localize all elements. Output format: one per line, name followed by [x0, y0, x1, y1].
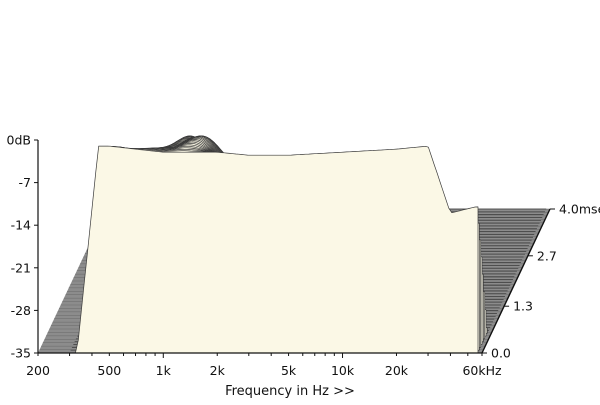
z-tick-label: 0.0: [491, 346, 511, 361]
x-axis-ticks: 200 500 1k 2k 5k 10k 20k 60kHz: [26, 353, 502, 378]
y-tick-label: 0dB: [7, 133, 31, 148]
z-tick-label: 2.7: [537, 248, 557, 263]
x-tick-label: 2k: [210, 363, 226, 378]
z-tick-label: 4.0msec: [559, 202, 600, 217]
y-tick-label: -7: [19, 175, 31, 190]
x-tick-label: 200: [26, 363, 50, 378]
axes: [37, 140, 551, 354]
x-tick-label: 5k: [281, 363, 297, 378]
y-tick-label: -28: [11, 303, 31, 318]
waterfall-slices: [69, 135, 547, 354]
y-tick-label: -21: [11, 260, 31, 275]
x-tick-label: 500: [97, 363, 121, 378]
x-tick-label: 10k: [331, 363, 355, 378]
waterfall-slice: [69, 145, 479, 354]
x-tick-label: 1k: [156, 363, 172, 378]
y-tick-label: -35: [11, 346, 31, 361]
z-tick-label: 1.3: [513, 299, 533, 314]
x-tick-label: 60kHz: [462, 363, 502, 378]
x-axis-title: Frequency in Hz >>: [225, 384, 355, 399]
z-axis-ticks: 0.0 1.3 2.7 4.0msec: [482, 202, 600, 361]
z-axis-line: [481, 208, 551, 354]
x-tick-label: 20k: [385, 363, 409, 378]
y-tick-label: -14: [11, 218, 31, 233]
y-axis-ticks: 0dB -7 -14 -21 -28 -35: [7, 133, 38, 361]
